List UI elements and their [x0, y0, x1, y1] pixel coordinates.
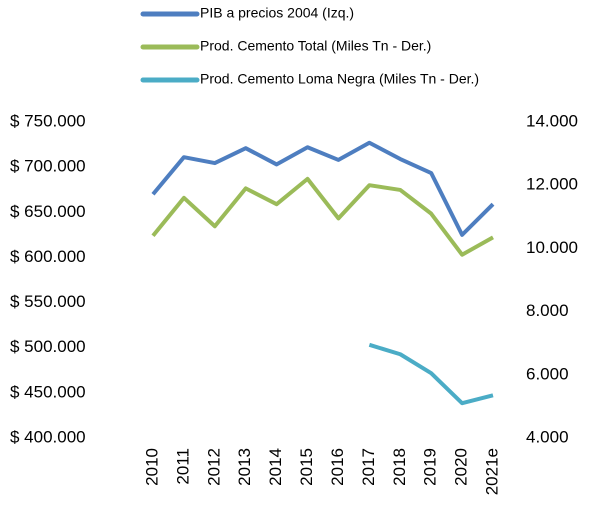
x-tick-label: 2010 — [142, 448, 161, 486]
x-tick-label: 2021e — [482, 448, 501, 495]
legend-label: Prod. Cemento Total (Miles Tn - Der.) — [200, 38, 431, 54]
x-tick-label: 2012 — [204, 448, 223, 486]
y-tick-label: $ 750.000 — [10, 111, 86, 130]
y-tick-label: $ 500.000 — [10, 337, 86, 356]
x-tick-label: 2011 — [173, 448, 192, 485]
y2-tick-label: 10.000 — [526, 238, 578, 257]
y-tick-label: $ 450.000 — [10, 382, 86, 401]
y-tick-label: $ 600.000 — [10, 247, 86, 266]
y-tick-label: $ 550.000 — [10, 292, 86, 311]
x-tick-label: 2019 — [421, 448, 440, 486]
y2-tick-label: 8.000 — [526, 301, 569, 320]
y2-tick-label: 6.000 — [526, 364, 569, 383]
y2-tick-label: 12.000 — [526, 175, 578, 194]
x-tick-label: 2018 — [390, 448, 409, 486]
legend-label: Prod. Cemento Loma Negra (Miles Tn - Der… — [200, 71, 479, 87]
series-line — [368, 342, 494, 406]
y2-tick-label: 4.000 — [526, 427, 569, 446]
x-tick-label: 2015 — [297, 448, 316, 486]
x-tick-label: 2020 — [452, 448, 471, 486]
x-tick-label: 2017 — [359, 448, 378, 486]
y-tick-label: $ 650.000 — [10, 202, 86, 221]
x-tick-label: 2013 — [235, 448, 254, 486]
x-tick-label: 2016 — [328, 448, 347, 486]
y-tick-label: $ 700.000 — [10, 157, 86, 176]
x-tick-label: 2014 — [266, 448, 285, 486]
y2-tick-label: 14.000 — [526, 111, 578, 130]
series-line — [151, 140, 495, 237]
legend-label: PIB a precios 2004 (Izq.) — [200, 5, 354, 21]
series-line — [151, 176, 494, 257]
y-tick-label: $ 400.000 — [10, 427, 86, 446]
